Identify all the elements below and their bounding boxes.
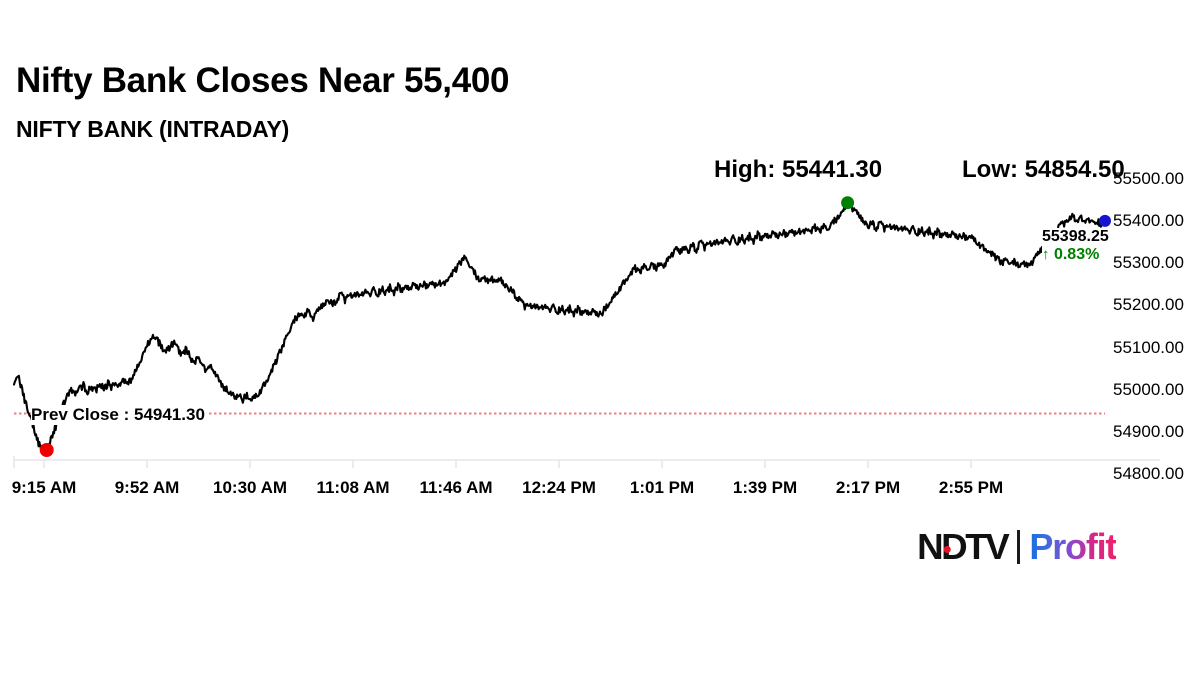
y-axis: 55500.00 55400.00 55300.00 55200.00 55100.00…	[1113, 160, 1200, 490]
y-axis-tick-label: 55200.00	[1113, 295, 1184, 315]
price-line	[12, 200, 1107, 452]
change-percent: 0.83%	[1053, 246, 1100, 263]
ndtv-profit-logo: NDTV Profit	[917, 526, 1117, 568]
low-stat: Low: 54854.50	[962, 156, 1125, 183]
x-axis: 9:15 AM 9:52 AM 10:30 AM 11:08 AM 11:46 AM 12…	[0, 478, 1200, 508]
high-marker-dot	[841, 196, 855, 210]
last-price-marker-dot	[1099, 214, 1111, 227]
x-axis-tick-label: 9:52 AM	[114, 478, 180, 497]
y-axis-tick-label: 55100.00	[1113, 337, 1184, 357]
x-axis-tick-label: 2:17 PM	[835, 478, 901, 497]
ndtv-text: NDTV	[917, 526, 1010, 567]
x-axis-tick-label: 2:55 PM	[938, 478, 1004, 497]
intraday-chart	[0, 160, 1200, 480]
page-title: Nifty Bank Closes Near 55,400	[16, 61, 510, 100]
x-axis-tick-label: 12:24 PM	[522, 478, 596, 497]
x-axis-tick-label: 1:39 PM	[732, 478, 798, 497]
logo-divider	[1017, 530, 1021, 564]
page-subtitle: NIFTY BANK (INTRADAY)	[16, 116, 290, 142]
low-marker-dot	[39, 443, 54, 457]
y-axis-tick-label: 54800.00	[1113, 464, 1184, 483]
x-axis-tick-label: 1:01 PM	[629, 478, 695, 497]
last-price-value: 55398.25	[1042, 228, 1109, 246]
chart-svg	[12, 196, 1160, 468]
ndtv-wordmark: NDTV	[917, 526, 1010, 567]
y-axis-tick-label: 55400.00	[1113, 211, 1184, 231]
x-axis-tick-label: 11:46 AM	[419, 478, 493, 497]
x-axis-tick-label: 9:15 AM	[11, 478, 77, 497]
x-tick-marks	[13, 456, 972, 468]
prev-close-label: Prev Close : 54941.30	[31, 405, 208, 425]
y-axis-tick-label: 54900.00	[1113, 421, 1184, 441]
y-axis-tick-label: 55500.00	[1113, 169, 1184, 188]
y-axis-tick-label: 55300.00	[1113, 253, 1184, 273]
high-stat: High: 55441.30	[714, 156, 883, 183]
ndtv-red-dot-icon	[943, 546, 951, 553]
y-axis-tick-label: 55000.00	[1113, 379, 1184, 399]
x-axis-tick-label: 10:30 AM	[212, 478, 288, 497]
last-price-change: ↑ 0.83%	[1042, 246, 1100, 264]
x-axis-tick-label: 11:08 AM	[316, 478, 390, 497]
profit-wordmark: Profit	[1029, 526, 1117, 567]
arrow-up-icon: ↑	[1042, 246, 1050, 263]
